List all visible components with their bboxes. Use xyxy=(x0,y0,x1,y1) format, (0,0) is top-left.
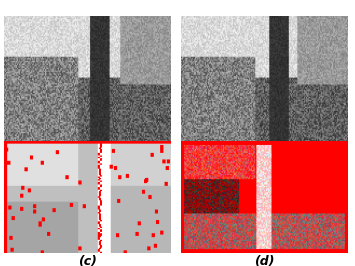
X-axis label: (a): (a) xyxy=(77,157,97,170)
X-axis label: (d): (d) xyxy=(254,255,275,266)
X-axis label: (c): (c) xyxy=(77,255,97,266)
X-axis label: (b): (b) xyxy=(254,157,275,170)
